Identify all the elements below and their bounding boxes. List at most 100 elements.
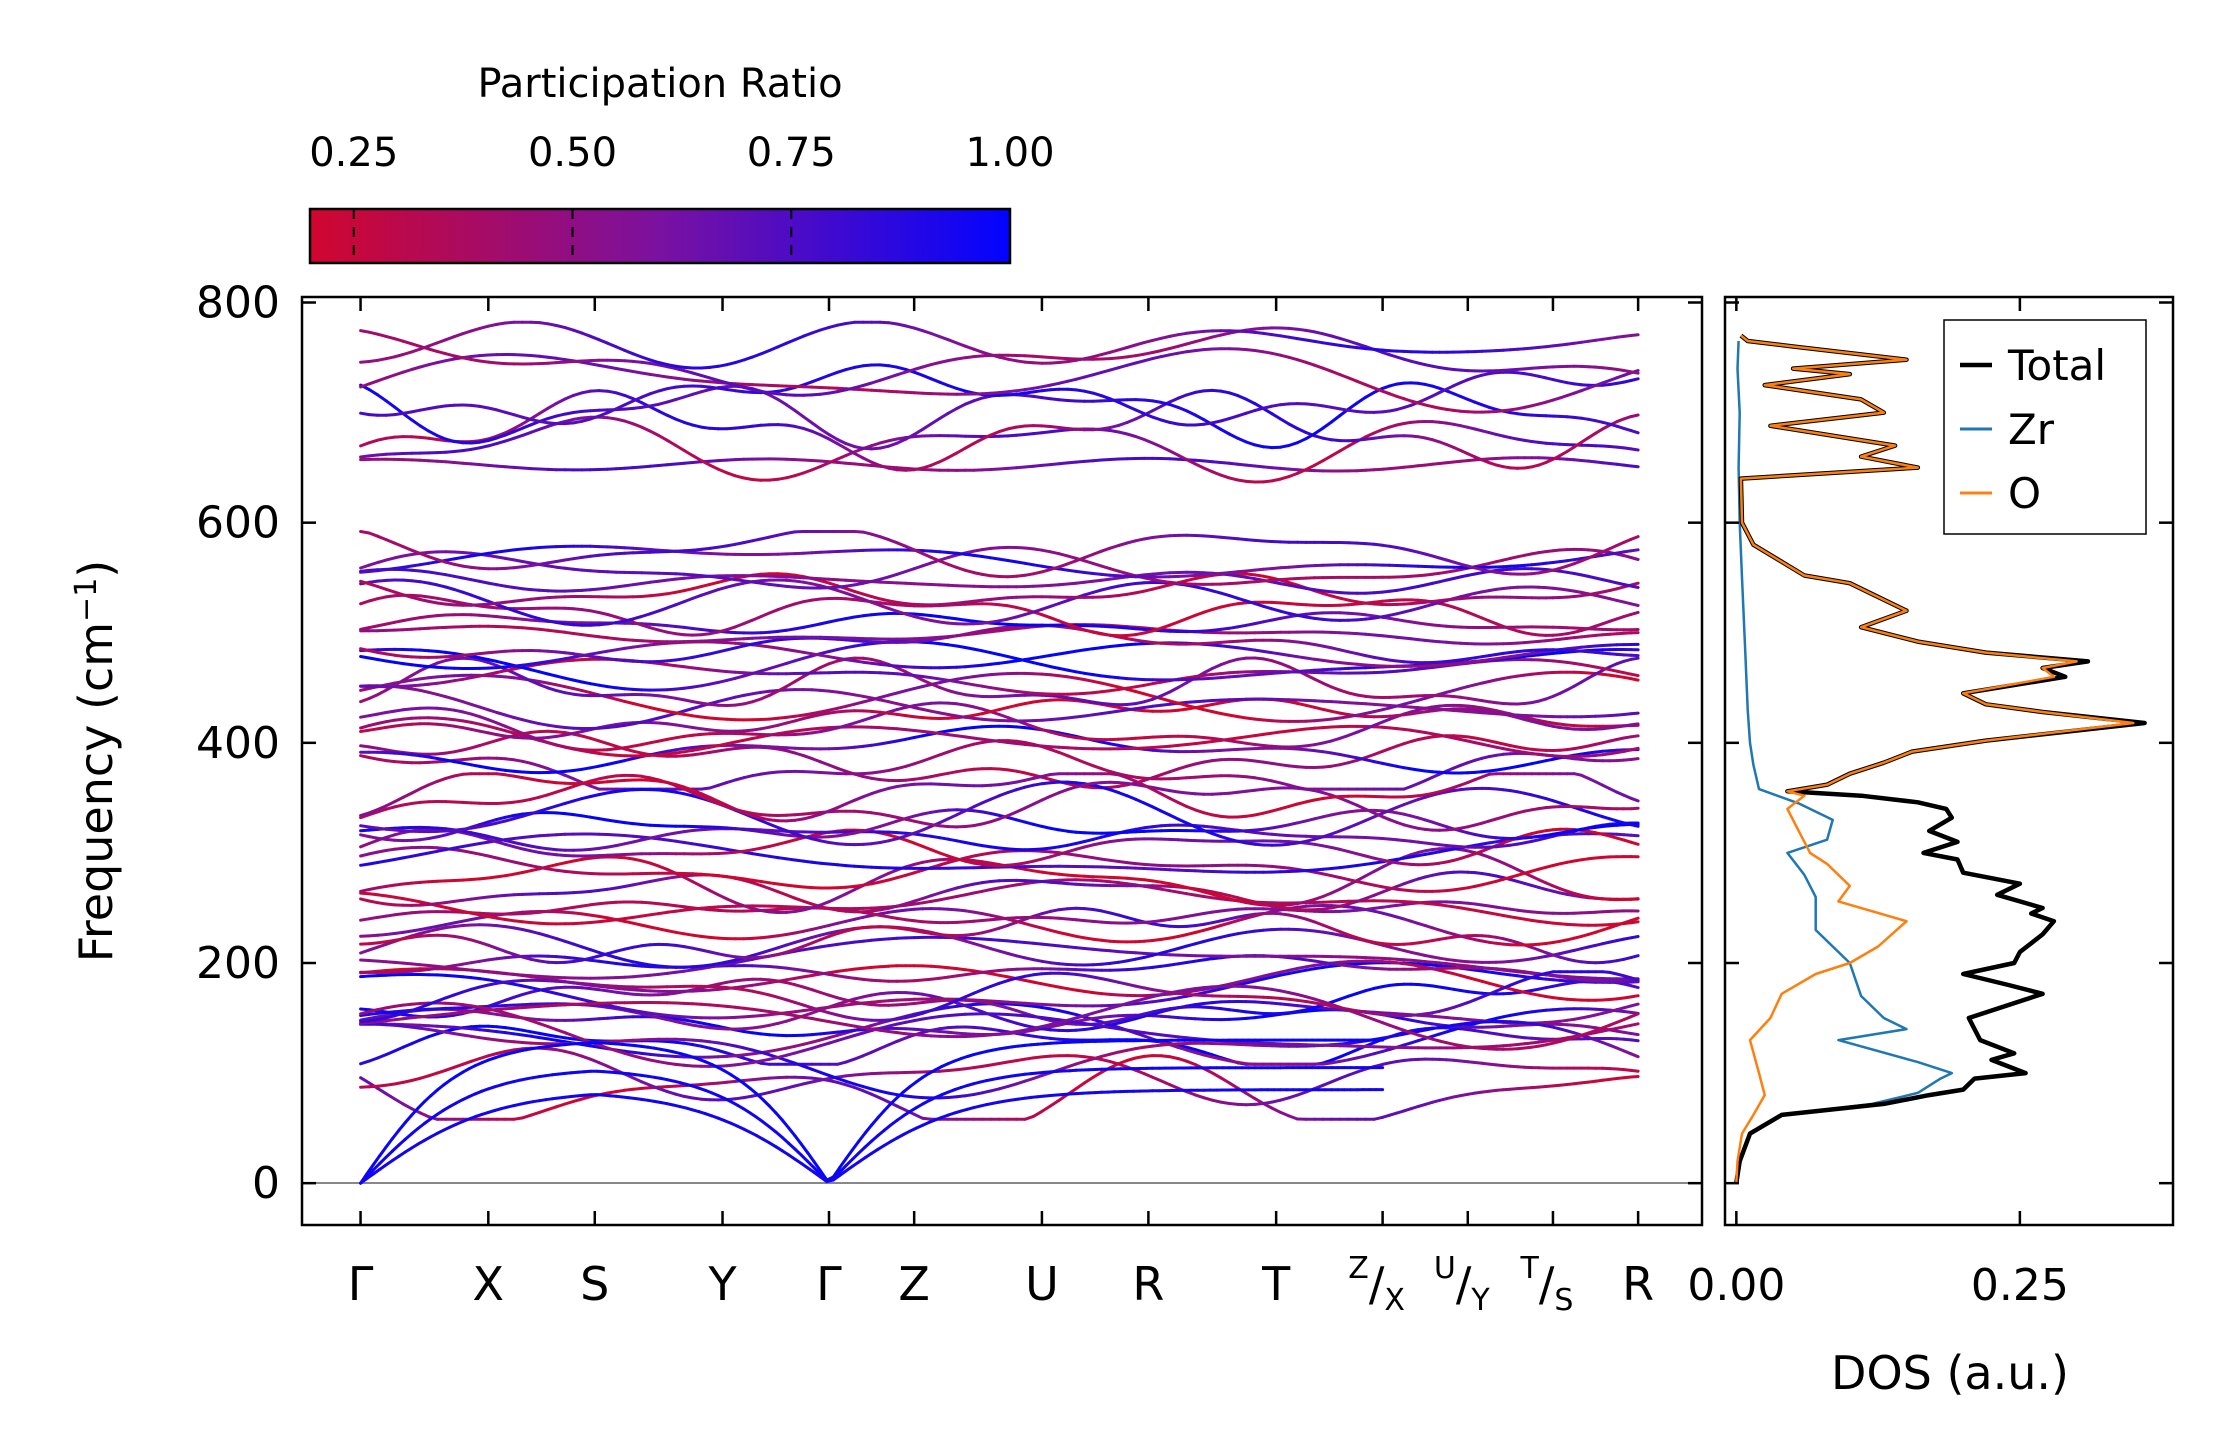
band-segment bbox=[1629, 656, 1640, 661]
band-segment bbox=[537, 406, 550, 415]
band-segment bbox=[819, 433, 831, 441]
colorbar-ticks: 0.25 0.50 0.75 1.00 bbox=[309, 130, 1055, 263]
band-segment bbox=[1261, 407, 1274, 416]
colorbar: Participation Ratio 0.25 0.50 0.75 1.00 bbox=[308, 61, 1055, 265]
band-segment bbox=[640, 425, 652, 433]
band-segment bbox=[1151, 404, 1163, 413]
band-segment bbox=[1185, 458, 1197, 466]
colorbar-tick-label: 1.00 bbox=[965, 130, 1054, 176]
band-segment bbox=[801, 426, 814, 433]
band-segment bbox=[895, 437, 908, 445]
band-segment bbox=[1629, 413, 1640, 419]
band-segment bbox=[708, 463, 720, 471]
band-segment bbox=[972, 347, 984, 354]
band-segment bbox=[1330, 449, 1342, 458]
band-segment bbox=[938, 335, 950, 342]
band-segment bbox=[1134, 435, 1146, 441]
band-segment bbox=[452, 332, 465, 339]
band-segment bbox=[844, 442, 856, 449]
band-segment bbox=[912, 370, 925, 377]
band-segment bbox=[520, 430, 533, 437]
band-segment bbox=[648, 389, 661, 396]
band-segment bbox=[972, 437, 984, 445]
band-segment bbox=[367, 379, 380, 386]
band-segment bbox=[1185, 409, 1197, 417]
band-segment bbox=[836, 454, 848, 461]
band-segment bbox=[1629, 464, 1640, 469]
band-segment bbox=[1134, 413, 1146, 421]
band-segment bbox=[1330, 369, 1342, 377]
band-segment bbox=[1168, 396, 1180, 404]
band-segment bbox=[801, 468, 814, 475]
band-segment bbox=[1066, 754, 1078, 761]
band-segment bbox=[776, 341, 788, 349]
band-segment bbox=[836, 442, 848, 450]
band-segment bbox=[801, 754, 814, 761]
band-segment bbox=[1287, 471, 1299, 479]
band-segment bbox=[810, 465, 822, 472]
band-segment bbox=[819, 760, 831, 767]
band-segment bbox=[921, 422, 933, 431]
band-segment bbox=[1176, 393, 1189, 400]
band-segment bbox=[435, 338, 448, 345]
band-segment bbox=[997, 427, 1010, 434]
band-segment bbox=[836, 766, 848, 773]
band-segment bbox=[674, 417, 686, 424]
band-segment bbox=[495, 431, 507, 438]
band-segment bbox=[1151, 415, 1163, 422]
band-segment bbox=[929, 332, 942, 339]
band-segment bbox=[1330, 414, 1342, 424]
colorbar-tick-label: 0.25 bbox=[309, 130, 398, 176]
band-segment bbox=[665, 438, 678, 447]
band-segment bbox=[1151, 773, 1163, 780]
band-segment bbox=[1629, 535, 1640, 541]
band-segment bbox=[589, 334, 601, 342]
band-segment bbox=[776, 397, 788, 407]
band-segment bbox=[606, 341, 618, 349]
band-segment bbox=[1236, 394, 1248, 401]
band-segment bbox=[1629, 677, 1640, 682]
band-segment bbox=[946, 451, 959, 460]
band-segment bbox=[435, 434, 448, 441]
band-segment bbox=[1629, 556, 1640, 561]
band-segment bbox=[819, 427, 831, 437]
band-segment bbox=[1108, 397, 1121, 404]
band-segment bbox=[1321, 454, 1333, 463]
band-segment bbox=[904, 433, 916, 441]
band-segment bbox=[529, 412, 541, 421]
band-segment bbox=[1219, 427, 1231, 436]
band-segment bbox=[1304, 432, 1316, 441]
band-segment bbox=[1347, 339, 1359, 346]
band-segment bbox=[1629, 610, 1640, 616]
band-segment bbox=[1629, 548, 1640, 553]
band-segment bbox=[657, 434, 669, 442]
band-segment bbox=[359, 382, 371, 389]
band-segment bbox=[938, 456, 950, 464]
band-segment bbox=[1364, 383, 1376, 390]
band-segment bbox=[938, 411, 950, 420]
band-segment bbox=[810, 429, 822, 437]
band-segment bbox=[921, 373, 933, 381]
band-segment bbox=[1176, 405, 1189, 413]
band-segment bbox=[563, 393, 575, 401]
band-segment bbox=[827, 433, 839, 441]
colorbar-tick-label: 0.75 bbox=[747, 130, 836, 176]
band-segment bbox=[810, 328, 822, 335]
band-segment bbox=[1629, 370, 1640, 375]
band-segment bbox=[759, 349, 771, 356]
band-segment bbox=[810, 757, 822, 764]
band-segment bbox=[597, 338, 610, 345]
band-segment bbox=[699, 459, 712, 467]
band-segment bbox=[631, 395, 644, 403]
band-segment bbox=[1244, 397, 1257, 406]
band-segment bbox=[819, 461, 831, 468]
band-segment bbox=[376, 376, 388, 383]
band-segment bbox=[1202, 466, 1214, 474]
band-segment bbox=[1134, 408, 1146, 416]
band-segment bbox=[418, 424, 431, 433]
band-segment bbox=[1142, 412, 1155, 419]
band-segment bbox=[1100, 394, 1112, 401]
band-segment bbox=[1057, 750, 1069, 758]
